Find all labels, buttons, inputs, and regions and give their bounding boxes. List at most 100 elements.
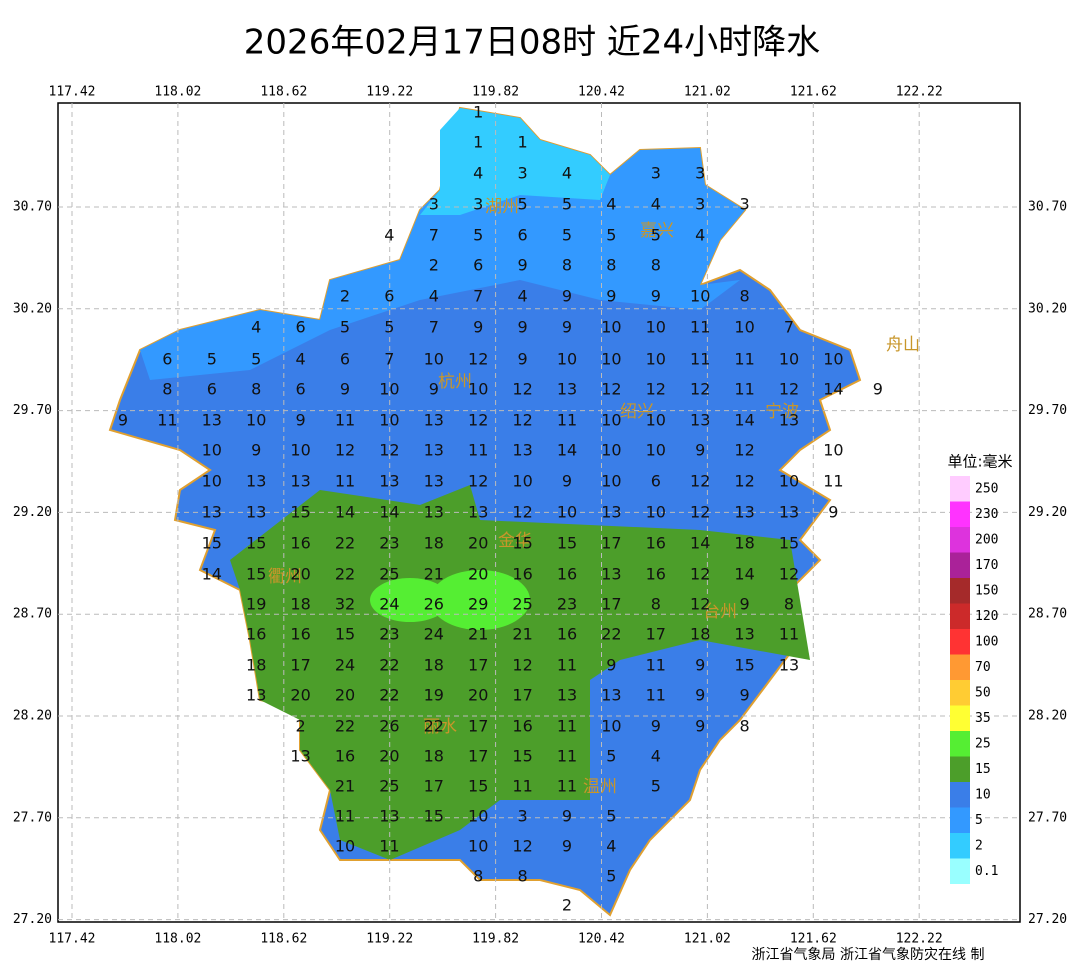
station-value: 10 — [601, 318, 621, 337]
station-value: 16 — [335, 747, 355, 766]
station-value: 12 — [468, 350, 488, 369]
station-value: 11 — [335, 807, 355, 826]
station-value: 3 — [695, 164, 705, 183]
legend-swatch — [950, 858, 970, 884]
station-value: 24 — [379, 595, 399, 614]
station-value: 5 — [207, 350, 217, 369]
station-value: 13 — [512, 441, 532, 460]
station-value: 13 — [601, 503, 621, 522]
legend-swatch — [950, 705, 970, 731]
footer: 浙江省气象局 浙江省气象防灾在线 制 — [752, 946, 985, 963]
station-value: 10 — [823, 441, 843, 460]
station-value: 17 — [601, 595, 621, 614]
station-value: 11 — [734, 350, 754, 369]
station-value: 9 — [651, 717, 661, 736]
station-value: 3 — [740, 195, 750, 214]
station-value: 13 — [202, 503, 222, 522]
station-value: 6 — [473, 256, 483, 275]
station-value: 9 — [562, 837, 572, 856]
station-value: 4 — [606, 195, 616, 214]
station-value: 10 — [468, 380, 488, 399]
lat-tick-label: 29.70 — [13, 403, 52, 418]
station-value: 13 — [424, 411, 444, 430]
station-value: 12 — [512, 503, 532, 522]
legend-label: 150 — [975, 583, 998, 598]
city-label: 湖州 — [485, 197, 519, 217]
station-value: 6 — [340, 350, 350, 369]
station-value: 1 — [473, 103, 483, 122]
station-value: 14 — [734, 411, 754, 430]
station-value: 20 — [468, 534, 488, 553]
station-value: 10 — [290, 441, 310, 460]
station-value: 22 — [379, 686, 399, 705]
station-value: 9 — [740, 686, 750, 705]
lon-tick-label: 121.02 — [684, 85, 731, 100]
moderate-rain-zone — [230, 485, 810, 860]
station-value: 15 — [335, 625, 355, 644]
station-value: 7 — [784, 318, 794, 337]
station-value: 12 — [734, 441, 754, 460]
station-value: 16 — [646, 565, 666, 584]
station-value: 8 — [651, 256, 661, 275]
station-value: 12 — [690, 595, 710, 614]
station-value: 10 — [646, 503, 666, 522]
station-value: 5 — [562, 226, 572, 245]
station-value: 8 — [473, 867, 483, 886]
station-value: 9 — [606, 287, 616, 306]
station-value: 14 — [734, 565, 754, 584]
station-value: 22 — [335, 534, 355, 553]
lat-tick-label: 30.20 — [13, 301, 52, 316]
station-value: 9 — [651, 287, 661, 306]
map-title: 2026年02月17日08时 近24小时降水 — [244, 23, 820, 63]
station-value: 9 — [518, 318, 528, 337]
station-value: 11 — [646, 686, 666, 705]
station-value: 10 — [246, 411, 266, 430]
lat-tick-label: 28.20 — [1028, 709, 1067, 724]
legend-swatch — [950, 603, 970, 629]
station-value: 17 — [290, 656, 310, 675]
station-value: 3 — [651, 164, 661, 183]
station-value: 18 — [246, 656, 266, 675]
lon-tick-label: 119.22 — [366, 932, 413, 947]
station-value: 14 — [557, 441, 577, 460]
station-value: 6 — [384, 287, 394, 306]
station-value: 5 — [606, 226, 616, 245]
station-value: 14 — [202, 565, 222, 584]
station-value: 6 — [518, 226, 528, 245]
lon-tick-label: 121.02 — [684, 932, 731, 947]
station-value: 8 — [162, 380, 172, 399]
station-value: 14 — [335, 503, 355, 522]
station-value: 16 — [557, 625, 577, 644]
station-value: 11 — [512, 777, 532, 796]
station-value: 10 — [646, 318, 666, 337]
lat-tick-label: 29.20 — [1028, 505, 1067, 520]
station-value: 5 — [651, 777, 661, 796]
station-value: 20 — [468, 686, 488, 705]
station-value: 12 — [601, 380, 621, 399]
lat-tick-label: 27.70 — [1028, 810, 1067, 825]
station-value: 17 — [468, 656, 488, 675]
station-value: 22 — [601, 625, 621, 644]
station-value: 13 — [379, 807, 399, 826]
station-value: 18 — [424, 534, 444, 553]
station-value: 3 — [429, 195, 439, 214]
station-value: 12 — [646, 380, 666, 399]
station-value: 9 — [562, 318, 572, 337]
station-value: 14 — [690, 534, 710, 553]
station-value: 5 — [606, 747, 616, 766]
station-value: 6 — [207, 380, 217, 399]
station-value: 9 — [562, 807, 572, 826]
legend-label: 170 — [975, 558, 998, 573]
legend-label: 5 — [975, 813, 983, 828]
station-value: 4 — [651, 195, 661, 214]
lat-tick-label: 30.20 — [1028, 301, 1067, 316]
station-value: 13 — [424, 503, 444, 522]
station-value: 11 — [557, 747, 577, 766]
lon-tick-label: 121.62 — [790, 932, 837, 947]
station-value: 20 — [468, 565, 488, 584]
station-value: 11 — [557, 777, 577, 796]
station-value: 19 — [246, 595, 266, 614]
station-value: 15 — [424, 807, 444, 826]
legend-label: 10 — [975, 787, 991, 802]
